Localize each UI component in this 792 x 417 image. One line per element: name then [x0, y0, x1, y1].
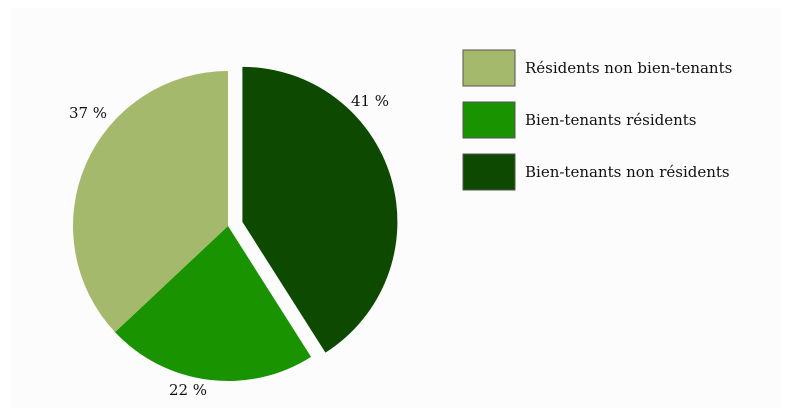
legend-swatch-2: [462, 101, 516, 139]
pie-slices: [73, 66, 398, 381]
legend-label-1: Résidents non bien-tenants: [525, 59, 732, 77]
legend: Résidents non bien-tenants Bien-tenants r…: [462, 49, 732, 191]
slice-data-label-1: 41 %: [351, 92, 389, 110]
legend-swatch-1: [462, 49, 516, 87]
pie-slice-2: [115, 226, 312, 381]
legend-label-2: Bien-tenants résidents: [525, 111, 697, 129]
pie-slice-1: [242, 66, 398, 353]
slice-data-label-2: 22 %: [169, 381, 207, 399]
legend-swatch-3: [462, 153, 516, 191]
pie-data-labels: 41 % 22 % 37 %: [69, 92, 389, 399]
legend-label-3: Bien-tenants non résidents: [525, 163, 730, 181]
pie-slice-3: [73, 71, 228, 333]
slice-data-label-3: 37 %: [69, 104, 107, 122]
